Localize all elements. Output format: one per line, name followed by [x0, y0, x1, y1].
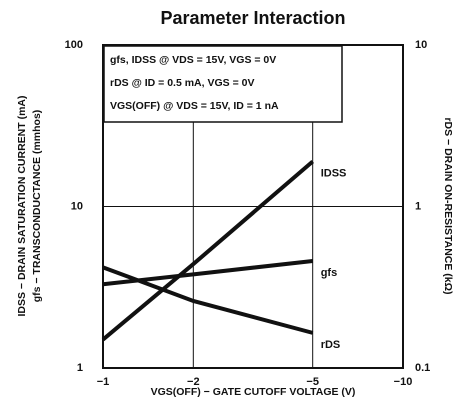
y-tick-label: 1 [77, 362, 83, 374]
x-axis-label: VGS(OFF) − GATE CUTOFF VOLTAGE (V) [151, 386, 356, 398]
y-tick-label: 100 [65, 39, 83, 51]
y2-axis-label: rDS − DRAIN ON-RESISTANCE (kΩ) [442, 117, 454, 294]
y2-tick-label: 10 [415, 39, 427, 51]
annotation: VGS(OFF) @ VDS = 15V, ID = 1 nA [110, 100, 279, 112]
marks: IDSS gfs rDS [101, 159, 347, 351]
x-tick-label: −10 [394, 376, 413, 388]
x-tick-label: −1 [97, 376, 110, 388]
series-line [101, 159, 314, 342]
y-tick-label: 10 [71, 200, 83, 212]
y2-tick-label: 0.1 [415, 362, 430, 374]
series-line [102, 265, 314, 335]
series-label: IDSS [321, 167, 347, 179]
x-tick-label: −5 [306, 376, 319, 388]
plot-frame [102, 44, 404, 369]
y-axis-label: IDSS − DRAIN SATURATION CURRENT (mA) [16, 96, 28, 317]
annotation: rDS @ ID = 0.5 mA, VGS = 0V [110, 77, 254, 89]
series-line [102, 258, 313, 287]
x-tick-label: −2 [187, 376, 200, 388]
y2-tick-label: 1 [415, 200, 421, 212]
annotation: gfs, IDSS @ VDS = 15V, VGS = 0V [110, 54, 276, 66]
series-label: gfs [321, 267, 338, 279]
chart-title: Parameter Interaction [160, 8, 345, 28]
series-label: rDS [321, 339, 341, 351]
y-axis-label: gfs − TRANSCONDUCTANCE (mmhos) [31, 110, 43, 303]
